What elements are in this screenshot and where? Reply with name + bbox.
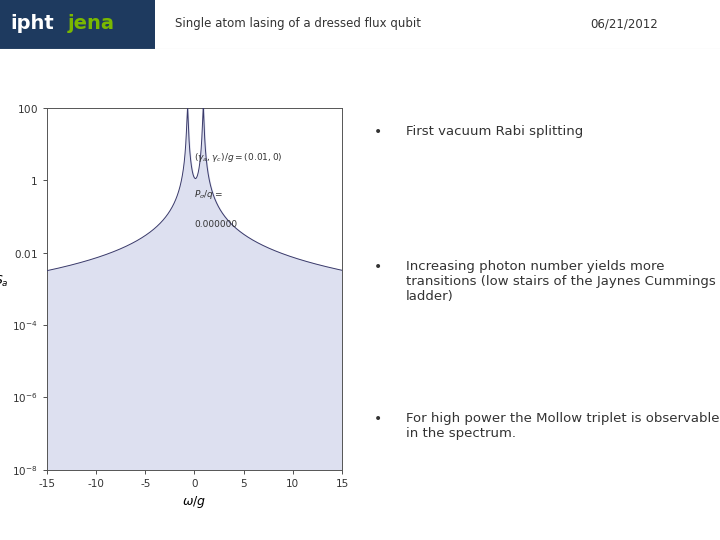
Y-axis label: $S_a$: $S_a$ xyxy=(0,274,9,289)
Text: •: • xyxy=(374,412,382,426)
Text: $P_\sigma/q=$: $P_\sigma/q=$ xyxy=(194,187,223,200)
Text: First vacuum Rabi splitting: First vacuum Rabi splitting xyxy=(406,125,583,138)
Bar xyxy=(0,0,155,49)
Text: 0.000000: 0.000000 xyxy=(194,220,238,229)
Text: $(\gamma_a,\gamma_c)/g=(0.01,0)$: $(\gamma_a,\gamma_c)/g=(0.01,0)$ xyxy=(194,151,283,164)
Text: jena: jena xyxy=(68,14,115,33)
Text: For high power the Mollow triplet is observable in the spectrum.: For high power the Mollow triplet is obs… xyxy=(406,412,719,440)
Text: 06/21/2012: 06/21/2012 xyxy=(590,17,658,30)
Text: •: • xyxy=(374,125,382,139)
Text: ipht: ipht xyxy=(10,14,54,33)
Text: Single atom lasing of a dressed flux qubit: Single atom lasing of a dressed flux qub… xyxy=(175,17,421,30)
Text: •: • xyxy=(374,260,382,274)
Text: Increasing photon number yields more transitions (low stairs of the Jaynes Cummi: Increasing photon number yields more tra… xyxy=(406,260,716,303)
X-axis label: $\omega/g$: $\omega/g$ xyxy=(182,495,207,510)
